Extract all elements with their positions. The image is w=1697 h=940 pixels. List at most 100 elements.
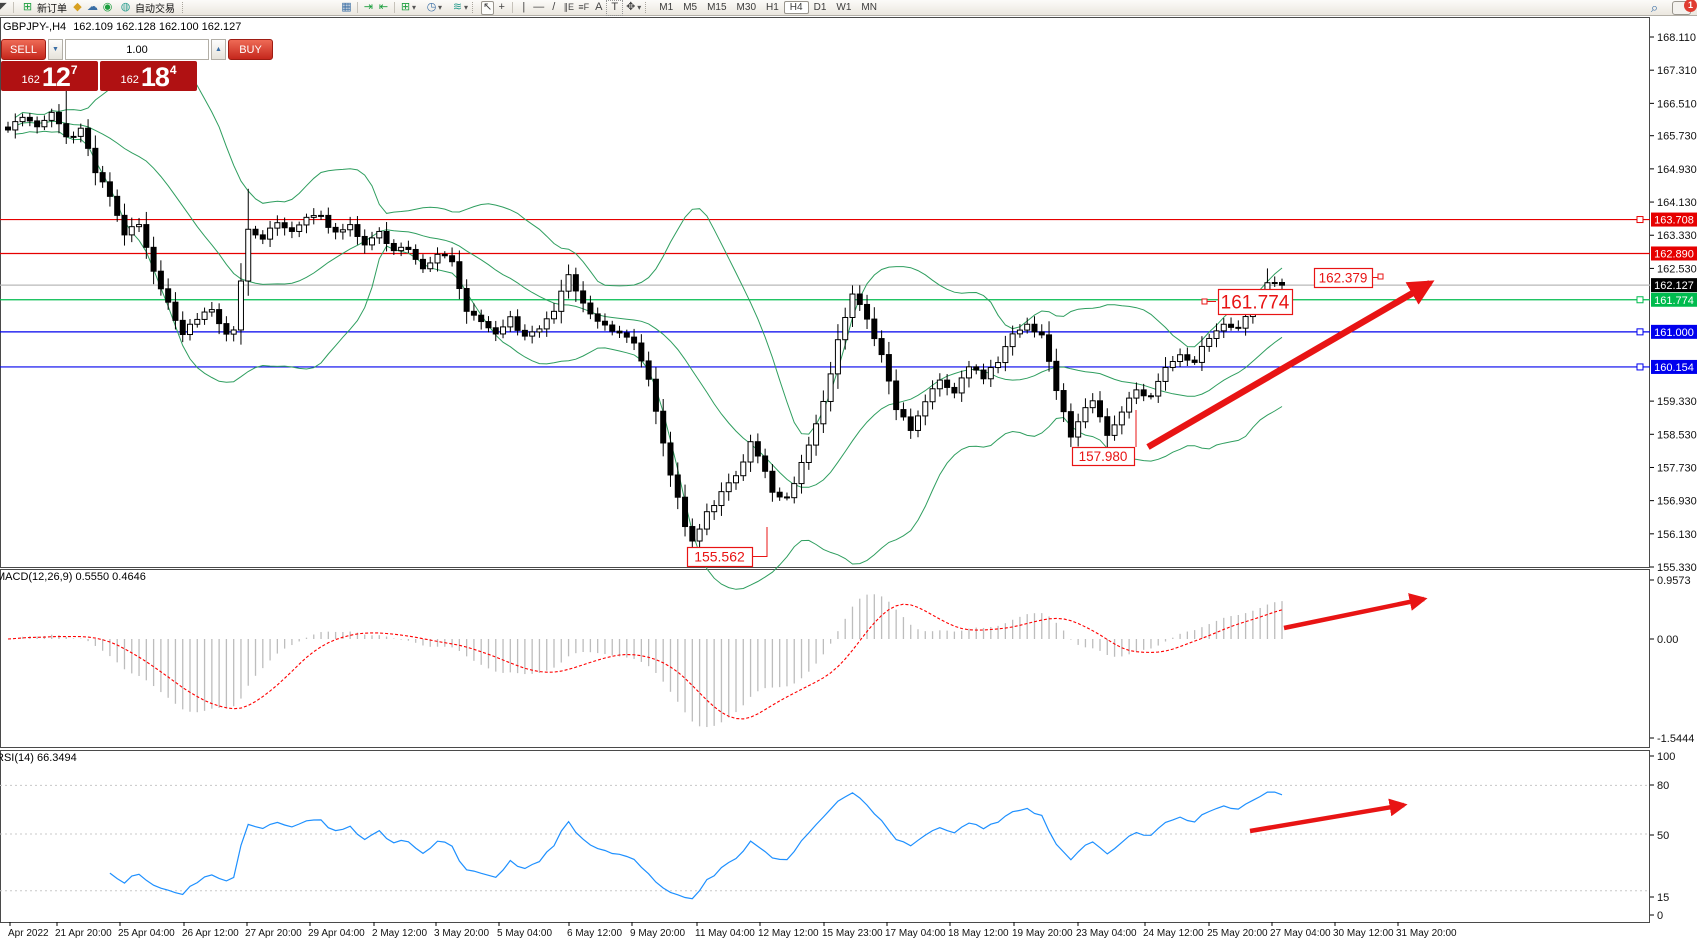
price-tick-label: 163.330: [1657, 230, 1697, 242]
new-chart-icon[interactable]: ⊞: [400, 1, 411, 13]
autotrading-button[interactable]: ◍ 自动交易: [115, 1, 178, 15]
ask-price-display[interactable]: 162 18 4: [100, 61, 197, 91]
price-tick-label: 156.930: [1657, 496, 1697, 508]
cloud-icon[interactable]: ☁: [87, 1, 98, 13]
notifications-chat-icon[interactable]: 1: [1672, 0, 1697, 15]
bollinger-middle-band: [15, 120, 1283, 488]
timeframe-button-h4[interactable]: H4: [783, 1, 809, 14]
rsi-axis-label: 100: [1657, 751, 1675, 763]
chart-shift-icon[interactable]: ⇥: [363, 1, 374, 13]
rsi-indicator-label: RSI(14) 66.3494: [0, 752, 77, 764]
signal-icon[interactable]: ◉: [102, 1, 113, 13]
text-tool-icon[interactable]: A: [595, 1, 603, 13]
macd-panel-frame: [0, 569, 1650, 748]
vertical-line-tool-icon[interactable]: |: [522, 1, 526, 13]
price-tick-label: 164.130: [1657, 197, 1697, 209]
time-tick-label: 12 May 12:00: [758, 928, 819, 939]
main-toolbar: ◤ ⊞ 新订单 ◆ ☁ ◉ ◍ 自动交易 ▦ ⇥ ⇤ ⊞ ▾ ◷ ▾ ≋ ▾ ↖ + …: [0, 0, 1697, 16]
price-annotation-box[interactable]: [1313, 267, 1374, 289]
rsi-axis-label: 0: [1657, 910, 1663, 922]
trend-arrow[interactable]: [1249, 798, 1408, 834]
time-tick-label: 17 May 04:00: [885, 928, 946, 939]
templates-dropdown-icon[interactable]: ▾: [464, 3, 469, 12]
ask-prefix: 162: [120, 74, 139, 86]
sell-button[interactable]: SELL: [1, 39, 46, 60]
toolbar-separator: [394, 2, 395, 13]
annotation-handle[interactable]: [1201, 298, 1208, 305]
cursor-tool-icon[interactable]: ↖: [481, 0, 495, 15]
tile-windows-icon[interactable]: ▦: [341, 1, 352, 13]
auto-scroll-icon[interactable]: ⇤: [378, 1, 389, 13]
volume-input[interactable]: [65, 39, 209, 60]
time-tick-label: 3 May 20:00: [434, 928, 489, 939]
chart-symbol-period: GBPJPY-,H4: [3, 21, 67, 33]
rsi-line: [109, 791, 1283, 900]
price-annotation-text: 161.774: [1221, 292, 1290, 313]
arrows-tool-icon[interactable]: ✥: [626, 1, 636, 13]
volume-down-button[interactable]: ▼: [48, 39, 63, 60]
timeframe-button-d1[interactable]: D1: [813, 2, 827, 13]
time-tick-label: 11 May 04:00: [695, 928, 755, 939]
timeframe-button-mn[interactable]: MN: [861, 2, 877, 13]
toolbar-grip: [182, 2, 187, 13]
macd-axis: 0.9573 0.00 -1.5444: [1650, 575, 1694, 745]
timeframe-button-w1[interactable]: W1: [836, 2, 852, 13]
bid-big-digits: 12: [41, 62, 71, 92]
timeframe-button-m1[interactable]: M1: [659, 2, 674, 13]
new-chart-dropdown-icon[interactable]: ▾: [412, 3, 417, 12]
text-label-tool-icon[interactable]: T: [606, 0, 624, 16]
line-handle[interactable]: [1636, 296, 1644, 304]
line-handle[interactable]: [1636, 363, 1644, 371]
timeframe-button-m15[interactable]: M15: [707, 2, 727, 13]
time-tick-label: 19 May 20:00: [1012, 928, 1073, 939]
equidistant-channel-tool-icon[interactable]: ∥E: [563, 2, 575, 12]
timeframe-button-m30[interactable]: M30: [736, 2, 756, 13]
templates-icon[interactable]: ≋: [452, 1, 463, 13]
ask-pip-digit: 4: [169, 63, 177, 77]
time-tick-label: 6 May 12:00: [567, 928, 622, 939]
price-tick-label: 168.110: [1657, 32, 1696, 44]
horizontal-line-tool-icon[interactable]: —: [533, 1, 545, 13]
candlesticks: [5, 88, 1285, 558]
price-tick-label: 157.730: [1657, 462, 1697, 474]
main-panel-frame: [0, 17, 1650, 568]
macd-histogram: [14, 594, 1283, 728]
buy-button[interactable]: BUY: [228, 39, 273, 60]
notification-badge: 1: [1684, 0, 1697, 12]
line-handle[interactable]: [1636, 328, 1644, 336]
fibonacci-tool-icon[interactable]: ≡F: [578, 2, 590, 12]
search-icon[interactable]: ⌕: [1650, 0, 1659, 15]
rsi-panel-frame: [0, 750, 1650, 923]
trend-arrow[interactable]: [1146, 280, 1435, 450]
price-annotation-box[interactable]: [686, 546, 754, 568]
level-price-label: 163.708: [1654, 215, 1694, 227]
time-tick-label: 27 Apr 20:00: [245, 928, 302, 939]
clipped-cursor-icon: ◤: [0, 1, 7, 13]
timeframe-button-m5[interactable]: M5: [683, 2, 698, 13]
ask-big-digits: 18: [140, 62, 170, 92]
timeframe-button-h1[interactable]: H1: [766, 2, 779, 13]
volume-up-button[interactable]: ▲: [211, 39, 226, 60]
price-tick-label: 165.730: [1657, 131, 1697, 143]
horizontal-level-lines[interactable]: [0, 216, 1650, 371]
trend-arrow[interactable]: [1283, 593, 1428, 631]
toolbar-separator: [357, 2, 358, 13]
toolbar-separator: [13, 2, 14, 13]
annotation-handle[interactable]: [1377, 273, 1384, 280]
periods-clock-icon[interactable]: ◷: [426, 1, 437, 13]
new-order-button[interactable]: ⊞ 新订单: [17, 1, 70, 15]
level-price-label: 162.890: [1654, 248, 1694, 260]
time-tick-label: 25 Apr 04:00: [118, 928, 175, 939]
market-watch-icon[interactable]: ◆: [73, 1, 82, 13]
price-annotation-text: 155.562: [694, 549, 745, 565]
price-annotation-box[interactable]: [1071, 446, 1136, 467]
crosshair-tool-icon[interactable]: +: [498, 1, 505, 13]
periods-dropdown-icon[interactable]: ▾: [438, 3, 443, 12]
line-handle[interactable]: [1636, 216, 1644, 224]
arrows-dropdown-icon[interactable]: ▾: [637, 3, 642, 12]
bid-price-display[interactable]: 162 12 7: [1, 61, 98, 91]
time-tick-label: 9 May 20:00: [630, 928, 685, 939]
trendline-tool-icon[interactable]: /: [552, 1, 556, 13]
price-annotation-box[interactable]: [1217, 288, 1294, 316]
